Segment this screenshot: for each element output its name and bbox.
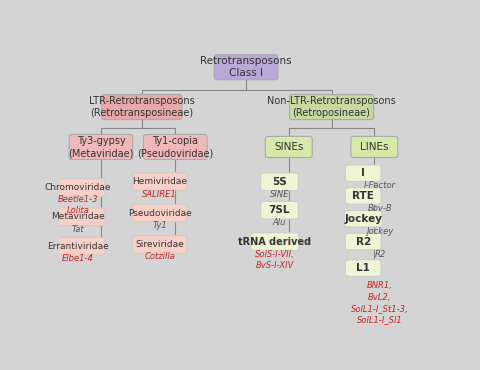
Text: LINEs: LINEs [360,142,389,152]
FancyBboxPatch shape [144,134,207,159]
FancyBboxPatch shape [345,260,381,276]
Text: Ty1-copia
(Pseudoviridae): Ty1-copia (Pseudoviridae) [137,136,214,158]
Text: Alu: Alu [273,218,286,227]
FancyBboxPatch shape [261,173,298,191]
Text: 7SL: 7SL [269,205,290,215]
FancyBboxPatch shape [345,233,381,250]
Text: Hemiviridae: Hemiviridae [132,177,187,186]
Text: SINE: SINE [270,190,289,199]
Text: tRNA derived: tRNA derived [238,236,311,246]
FancyBboxPatch shape [345,188,381,204]
Text: SolS-I-VII,
BvS-I-XIV: SolS-I-VII, BvS-I-XIV [255,249,295,270]
Text: 5S: 5S [272,177,287,187]
Text: Jockey: Jockey [344,214,382,224]
Text: Elbe1-4: Elbe1-4 [62,254,94,263]
Text: Chromoviridae: Chromoviridae [45,183,111,192]
Text: Errantiviridae: Errantiviridae [47,242,109,250]
FancyBboxPatch shape [214,55,278,80]
Text: SINEs: SINEs [274,142,303,152]
FancyBboxPatch shape [102,95,182,120]
Text: I: I [361,168,365,178]
Text: R2: R2 [356,236,371,246]
FancyBboxPatch shape [251,233,299,250]
FancyBboxPatch shape [69,134,133,159]
FancyBboxPatch shape [51,208,105,226]
FancyBboxPatch shape [51,179,105,196]
Text: Retrotransposons
Class I: Retrotransposons Class I [200,56,292,78]
Text: R2: R2 [374,249,385,259]
FancyBboxPatch shape [265,137,312,158]
FancyBboxPatch shape [289,95,373,120]
Text: Jockey: Jockey [366,227,394,236]
FancyBboxPatch shape [344,211,382,227]
Text: BNR1,
BvL2,
SolL1-I_St1-3,
SolL1-I_Sl1: BNR1, BvL2, SolL1-I_St1-3, SolL1-I_Sl1 [351,282,409,324]
FancyBboxPatch shape [51,237,105,255]
Text: Tat: Tat [72,225,84,234]
FancyBboxPatch shape [261,201,298,219]
FancyBboxPatch shape [132,204,187,222]
Text: Beetle1-3
Lolita: Beetle1-3 Lolita [58,195,98,215]
Text: Pseudoviridae: Pseudoviridae [128,209,192,218]
Text: Metaviridae: Metaviridae [51,212,105,221]
Text: Ty3-gypsy
(Metaviridae): Ty3-gypsy (Metaviridae) [68,136,133,158]
FancyBboxPatch shape [132,236,187,253]
Text: Cotzilla: Cotzilla [144,252,175,261]
FancyBboxPatch shape [345,165,381,181]
Text: SALIRE1: SALIRE1 [143,190,177,199]
FancyBboxPatch shape [132,173,187,191]
Text: I-Factor: I-Factor [364,181,396,190]
Text: Ty1: Ty1 [152,221,167,230]
Text: Sireviridae: Sireviridae [135,240,184,249]
Text: RTE: RTE [352,191,374,201]
FancyBboxPatch shape [351,137,398,158]
Text: L1: L1 [356,263,370,273]
Text: LTR-Retrotransposons
(Retrotransposineae): LTR-Retrotransposons (Retrotransposineae… [89,96,195,118]
Text: Bov-B: Bov-B [368,204,392,213]
Text: Non-LTR-Retrotransposons
(Retroposineae): Non-LTR-Retrotransposons (Retroposineae) [267,96,396,118]
